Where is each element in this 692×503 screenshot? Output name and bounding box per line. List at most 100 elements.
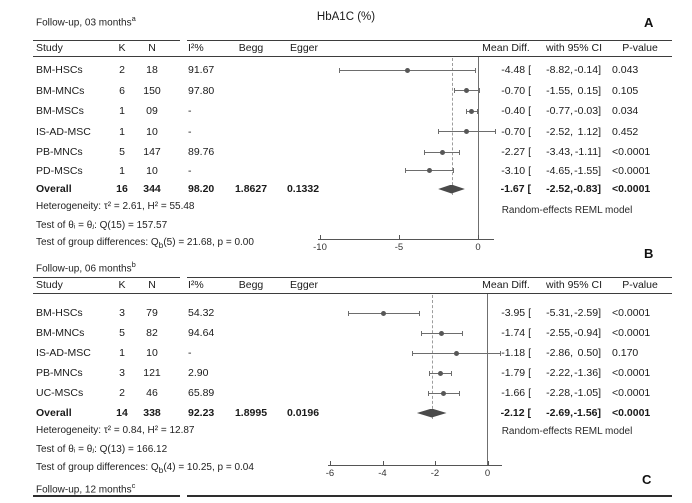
effect-dot [438,370,443,376]
p-value-cell: <0.0001 [612,164,651,177]
k-cell: 2 [119,64,125,76]
axis-tick-label: -6 [325,468,335,479]
axis-tick [320,235,321,239]
study-cell: UC-MSCs [36,387,84,399]
section-label-text: Follow-up, 06 months [36,263,132,275]
ci-low-cell: -2.55, [546,327,573,339]
study-cell: BM-HSCs [36,307,83,319]
study-cell: BM-MSCs [36,105,84,117]
study-cell: IS-AD-MSC [36,347,91,359]
col-header-study: Study [36,42,63,54]
ci-cap-right [458,390,460,396]
effect-dot [439,149,445,155]
p-value-cell: 0.043 [612,64,639,76]
mean-diff-cell: -0.70 [ [501,84,531,97]
study-cell: PD-MSCs [36,164,83,177]
ci-cap-right [476,108,478,114]
p-value-cell: <0.0001 [612,327,651,339]
col-header-ci: with 95% CI [545,279,603,291]
axis-tick [399,235,400,239]
heterogeneity-a: Heterogeneity: τ² = 2.61, H² = 55.48 [36,201,195,212]
ci-low-cell: -2.28, [546,387,573,399]
ci-low-cell: -2.86, [546,347,573,359]
study-cell: BM-MNCs [36,327,85,339]
n-cell: 121 [143,367,161,379]
i2-cell: 54.32 [188,307,215,319]
ci-cap-right [418,310,420,316]
col-header-n: N [148,279,156,291]
k-cell: 16 [116,183,128,195]
effect-dot [441,390,447,396]
ci-low-cell: -1.55, [546,84,573,97]
ci-high-cell: -1.11] [574,146,601,158]
ci-cap-left [438,129,440,134]
study-cell: PB-MNCs [36,146,83,158]
ci-high-cell: -0.94] [574,327,601,339]
axis-tick-label: -10 [313,242,327,253]
section-label-06-months: Follow-up, 06 monthsb [36,258,136,276]
ci-cap-left [338,67,340,73]
axis-tick [487,461,489,465]
i2-cell: 97.80 [188,84,215,97]
ci-cap-left [412,350,414,356]
x-axis [318,239,494,240]
ci-low-cell: -2.22, [546,367,573,379]
axis-tick [478,235,479,239]
mean-diff-cell: -4.48 [ [501,64,531,76]
i2-cell: 98.20 [188,183,215,195]
p-value-cell: <0.0001 [612,307,651,319]
k-cell: 14 [116,407,128,419]
n-cell: 338 [143,407,161,419]
overall-diamond [416,408,447,418]
n-cell: 147 [143,146,161,158]
panel-c-top-rule-left [33,495,180,497]
ci-cap-left [453,88,455,93]
ci-high-cell: 0.50] [577,347,601,359]
effect-dot [464,88,470,93]
study-cell: BM-MNCs [36,84,85,97]
p-value-cell: <0.0001 [612,387,651,399]
mean-diff-cell: -1.79 [ [501,367,531,379]
ci-cap-left [427,390,429,396]
n-cell: 10 [146,347,158,359]
n-cell: 150 [143,84,161,97]
i2-cell: - [188,125,192,138]
i2-cell: 65.89 [188,387,215,399]
k-cell: 6 [119,84,125,97]
panel-b-top-rule-left [33,277,180,278]
ci-high-cell: -1.55] [574,164,601,177]
effect-dot [454,350,460,356]
zero-reference-line [487,294,488,465]
group-diff-test-b: Test of group differences: Qb(4) = 10.25… [36,462,254,475]
k-cell: 1 [119,105,125,117]
i2-cell: - [188,164,192,177]
col-header-mean: Mean Diff. [482,42,530,54]
panel-letter-b: B [644,246,654,261]
section-sup-a: a [131,14,136,23]
ci-low-cell: -2.52, [546,125,573,138]
mean-diff-cell: -1.74 [ [501,327,531,339]
ci-high-cell: 0.15] [577,84,601,97]
ci-cap-left [420,330,422,336]
ci-high-cell: 1.12] [577,125,601,138]
ci-cap-left [404,168,406,173]
i2-cell: 2.90 [188,367,209,379]
col-header-k: K [118,42,126,54]
col-header-begg: Begg [238,279,264,291]
effect-dot [469,108,475,114]
col-header-ci: with 95% CI [545,42,603,54]
k-cell: 3 [119,307,125,319]
axis-tick-label: -5 [394,242,404,253]
ci-cap-right [452,168,454,173]
axis-tick-label: 0 [484,468,491,479]
mean-diff-cell: -1.18 [ [501,347,531,359]
i2-cell: 92.23 [188,407,215,419]
col-header-begg: Begg [238,42,264,54]
ci-cap-left [348,310,350,316]
col-header-n: N [148,42,156,54]
k-cell: 1 [119,164,125,177]
ci-high-cell: -1.36] [574,367,601,379]
panel-a-top-rule-right [187,40,672,41]
n-cell: 82 [146,327,158,339]
ci-low-cell: -3.43, [546,146,573,158]
